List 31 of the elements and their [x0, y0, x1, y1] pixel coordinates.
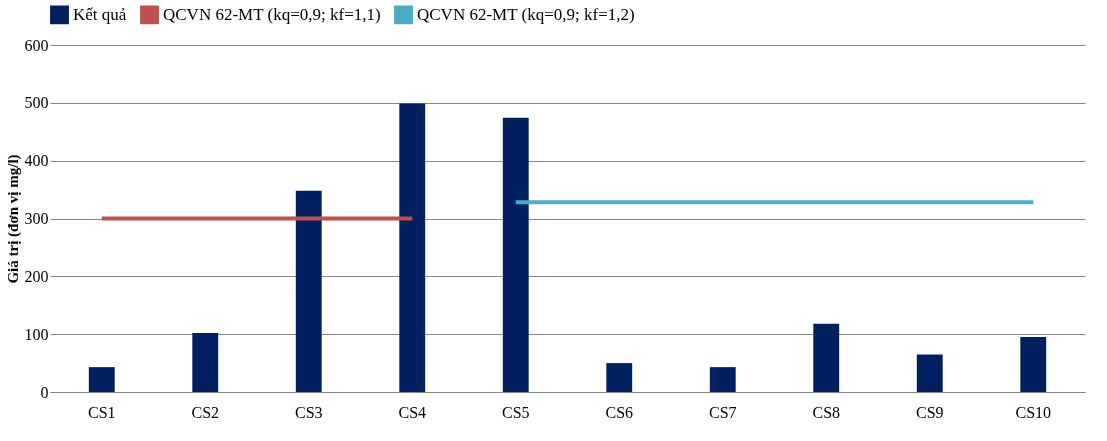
bar	[295, 190, 322, 392]
bar	[813, 323, 840, 392]
y-tick-label: 600	[24, 36, 49, 54]
y-tick-label: 200	[24, 267, 49, 285]
x-tick-label: CS3	[294, 403, 323, 421]
y-tick-label: 100	[24, 325, 49, 343]
x-tick-label: CS8	[812, 403, 841, 421]
x-tick-label: CS9	[915, 403, 944, 421]
bar	[916, 354, 943, 392]
bar	[606, 363, 633, 392]
y-tick-label: 0	[40, 383, 49, 401]
x-tick-label: CS7	[708, 403, 737, 421]
y-axis-title: Giá trị (đơn vị mg/l)	[4, 154, 22, 284]
bar	[192, 333, 219, 392]
x-tick-label: CS4	[398, 403, 427, 421]
x-tick-label: CS2	[191, 403, 220, 421]
y-tick-label: 500	[24, 94, 49, 112]
x-tick-label: CS1	[87, 403, 116, 421]
x-tick-label: CS5	[501, 403, 530, 421]
x-tick-label: CS10	[1015, 403, 1052, 421]
y-tick-label: 400	[24, 152, 49, 170]
bar	[1020, 337, 1047, 392]
y-tick-label: 300	[24, 210, 49, 227]
legend-label: QCVN 62-MT (kq=0,9; kf=1,2)	[417, 4, 635, 24]
legend-label: QCVN 62-MT (kq=0,9; kf=1,1)	[163, 4, 381, 24]
bar	[502, 117, 529, 392]
bar	[709, 367, 736, 392]
x-tick-label: CS6	[605, 403, 634, 421]
bar	[88, 367, 115, 392]
legend-label: Kết quả	[73, 4, 127, 24]
bar	[399, 103, 426, 392]
